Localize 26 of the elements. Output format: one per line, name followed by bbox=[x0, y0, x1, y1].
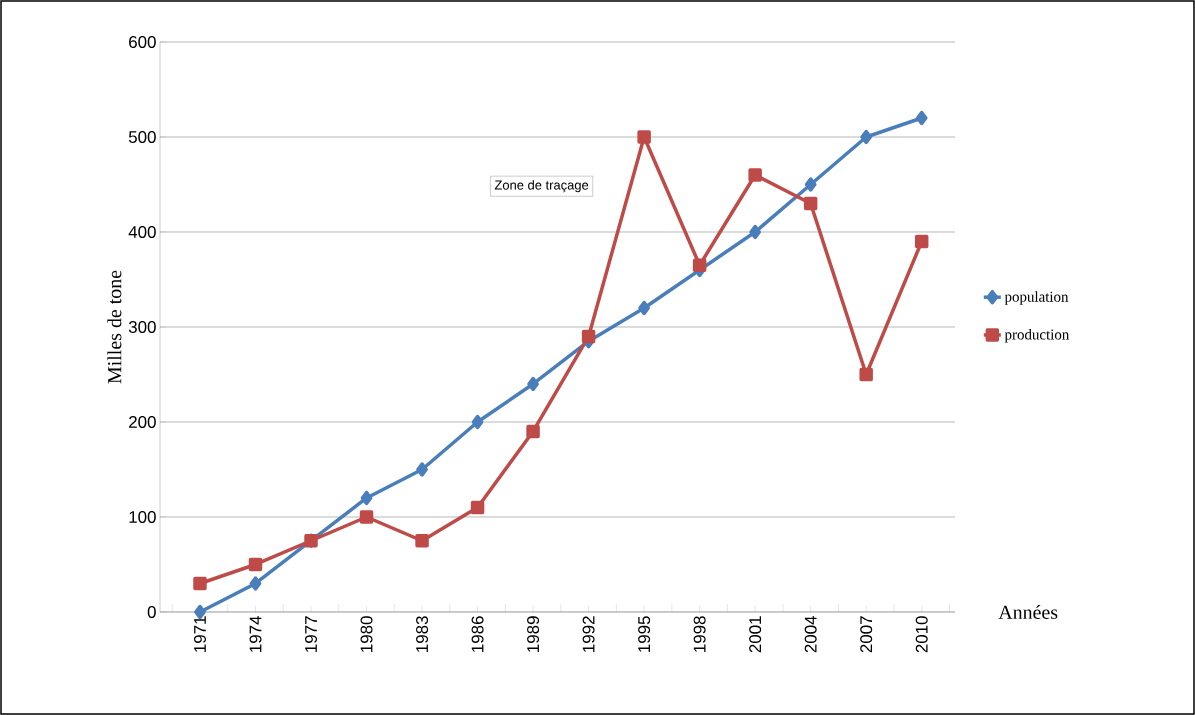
x-tick-label: 1983 bbox=[416, 616, 429, 652]
y-axis-title: Milles de tone bbox=[107, 270, 122, 384]
y-tick-label: 0 bbox=[147, 605, 156, 618]
annotation: Zone de traçage bbox=[494, 180, 589, 193]
y-tick-label: 500 bbox=[128, 130, 156, 143]
x-tick-label: 1992 bbox=[582, 616, 595, 652]
y-tick-label: 600 bbox=[129, 35, 156, 48]
x-tick-label: 1986 bbox=[471, 616, 484, 652]
x-tick-label: 1998 bbox=[693, 616, 706, 652]
y-tick-label: 100 bbox=[129, 510, 156, 523]
y-tick-label: 300 bbox=[128, 320, 156, 333]
x-tick-label: 1989 bbox=[527, 616, 540, 652]
x-tick-label: 1977 bbox=[305, 616, 318, 652]
x-axis-title: Années bbox=[998, 604, 1058, 619]
x-tick-label: 2001 bbox=[749, 616, 762, 653]
legend-label: production bbox=[1004, 329, 1070, 343]
y-tick-label: 400 bbox=[128, 225, 156, 238]
y-tick-label: 200 bbox=[129, 415, 156, 428]
x-tick-label: 1974 bbox=[249, 616, 262, 652]
x-tick-label: 2007 bbox=[860, 616, 873, 653]
legend-label: population bbox=[1004, 291, 1069, 305]
x-tick-label: 1995 bbox=[638, 616, 651, 652]
x-tick-label: 1980 bbox=[360, 616, 373, 652]
x-tick-label: 1971 bbox=[193, 616, 206, 652]
x-tick-label: 2010 bbox=[915, 616, 928, 653]
x-tick-label: 2004 bbox=[804, 616, 817, 653]
